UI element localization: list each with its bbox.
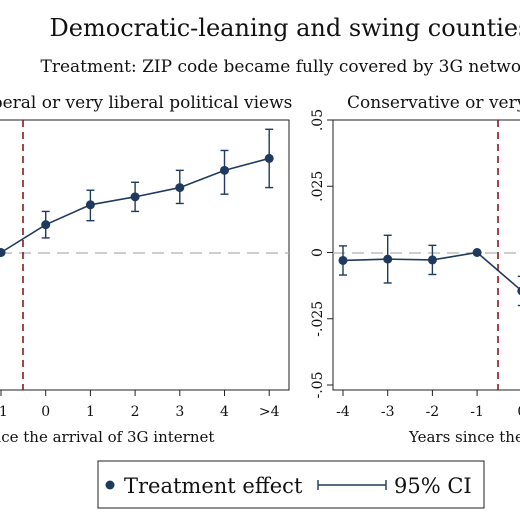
right-x-tick-label: 0 <box>517 404 520 420</box>
right-x-tick-label: -3 <box>381 404 395 420</box>
legend-ci-label: 95% CI <box>394 474 472 498</box>
right-plot-frame <box>332 119 520 391</box>
right-x-tick-label: -2 <box>426 404 440 420</box>
right-panel-title: Conservative or very conservative politi… <box>347 93 520 113</box>
legend-ci-marker <box>317 480 387 490</box>
left-point <box>0 248 6 257</box>
right-x-ticks: -4 -3 -2 -1 0 <box>336 390 520 420</box>
legend: Treatment effect 95% CI <box>97 460 485 509</box>
right-point <box>517 286 520 296</box>
right-y-ticks: .05 .025 0 -.025 -.05 <box>310 109 333 399</box>
right-x-axis-label: Years since the arrival of 3G internet <box>408 428 520 446</box>
left-point <box>175 183 185 193</box>
right-marks <box>338 234 520 307</box>
left-marks <box>0 128 274 257</box>
left-point <box>264 153 274 163</box>
legend-box <box>97 460 485 509</box>
right-y-tick-label: 0 <box>310 248 326 257</box>
left-point <box>130 192 140 202</box>
right-point <box>383 254 393 264</box>
left-point <box>85 200 95 210</box>
right-y-tick-label: -.05 <box>310 372 326 399</box>
left-point <box>220 165 229 175</box>
left-x-tick-label: 1 <box>86 404 95 420</box>
right-y-tick-label: .05 <box>310 109 326 131</box>
left-x-tick-label: 2 <box>131 404 140 420</box>
figure-subtitle: Treatment: ZIP code became fully covered… <box>40 57 520 77</box>
right-panel: Conservative or very conservative politi… <box>310 93 520 446</box>
left-x-tick-label: >4 <box>259 404 280 420</box>
left-panel-title: Liberal or very liberal political views <box>0 93 292 113</box>
right-y-tick-label: .025 <box>310 171 326 202</box>
left-x-tick-label: 3 <box>175 404 184 420</box>
right-x-tick-label: -1 <box>470 404 484 420</box>
legend-effect-marker <box>105 480 115 490</box>
left-x-axis-label: Years since the arrival of 3G internet <box>0 428 214 446</box>
legend-effect-label: Treatment effect <box>124 474 303 498</box>
right-y-tick-label: -.025 <box>310 301 326 337</box>
right-x-tick-label: -4 <box>336 404 350 420</box>
left-x-tick-label: 0 <box>41 404 50 420</box>
right-point <box>338 255 348 265</box>
left-x-tick-label: 4 <box>220 404 229 420</box>
left-point <box>41 220 51 230</box>
left-x-ticks: -1 0 1 2 3 4 >4 <box>0 390 280 420</box>
figure-title: Democratic-leaning and swing counties <box>50 14 520 42</box>
left-plot-frame <box>0 119 290 391</box>
left-panel: Liberal or very liberal political views … <box>0 93 292 446</box>
right-point <box>472 248 482 257</box>
left-x-tick-label: -1 <box>0 404 8 420</box>
right-point <box>427 255 437 265</box>
